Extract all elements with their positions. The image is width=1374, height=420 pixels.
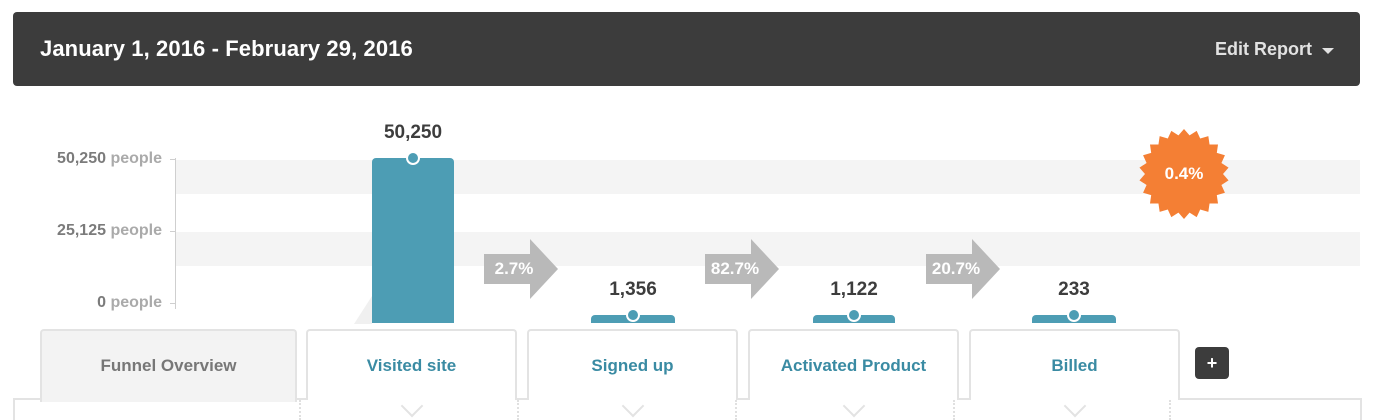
bar-value-label: 1,122 xyxy=(830,279,878,300)
funnel-bar[interactable] xyxy=(372,158,454,323)
bar-value-label: 233 xyxy=(1058,279,1090,300)
y-tick-label: 0 people xyxy=(97,294,162,311)
tab-visited-site[interactable]: Visited site xyxy=(306,329,517,400)
chevron-down-icon xyxy=(1322,47,1334,54)
overall-conversion-value: 0.4% xyxy=(1164,164,1204,183)
date-range-title: January 1, 2016 - February 29, 2016 xyxy=(40,36,413,61)
starburst-icon xyxy=(1139,129,1229,219)
y-tick-label: 25,125 people xyxy=(57,222,162,239)
edit-report-label: Edit Report xyxy=(1215,39,1312,59)
tab-divider xyxy=(1169,400,1171,420)
bar-value-label: 50,250 xyxy=(383,122,443,143)
bar-point xyxy=(847,308,861,322)
bar-point xyxy=(1067,308,1081,322)
y-axis xyxy=(175,158,176,309)
arrow-right-icon xyxy=(484,239,558,299)
edit-report-button[interactable]: Edit Report xyxy=(1215,39,1334,60)
y-tick xyxy=(170,231,176,232)
arrow-right-icon xyxy=(705,239,779,299)
tab-funnel-overview[interactable]: Funnel Overview xyxy=(40,329,297,402)
tab-divider xyxy=(517,400,519,420)
y-tick xyxy=(170,303,176,304)
bar-point xyxy=(626,308,640,322)
conversion-rate: 2.7% xyxy=(494,259,534,278)
add-step-button[interactable]: + xyxy=(1195,347,1229,379)
tab-activated-product[interactable]: Activated Product xyxy=(748,329,959,400)
conversion-rate: 82.7% xyxy=(710,259,760,278)
tab-signed-up[interactable]: Signed up xyxy=(527,329,738,400)
overall-conversion-badge: 0.4% xyxy=(1138,128,1230,220)
tab-billed[interactable]: Billed xyxy=(969,329,1180,400)
badge-shape xyxy=(1139,129,1229,219)
plus-icon: + xyxy=(1206,353,1218,373)
y-tick-label: 50,250 people xyxy=(57,150,162,167)
y-tick xyxy=(170,159,176,160)
conversion-rate: 20.7% xyxy=(931,259,981,278)
bar-value-label: 1,356 xyxy=(609,279,657,300)
arrow-right-icon xyxy=(926,239,1000,299)
tab-divider xyxy=(953,400,955,420)
bar-point xyxy=(406,151,420,165)
bar-shadow xyxy=(354,296,372,324)
tab-divider xyxy=(299,400,301,420)
report-header: January 1, 2016 - February 29, 2016 Edit… xyxy=(13,12,1360,86)
tab-divider xyxy=(735,400,737,420)
